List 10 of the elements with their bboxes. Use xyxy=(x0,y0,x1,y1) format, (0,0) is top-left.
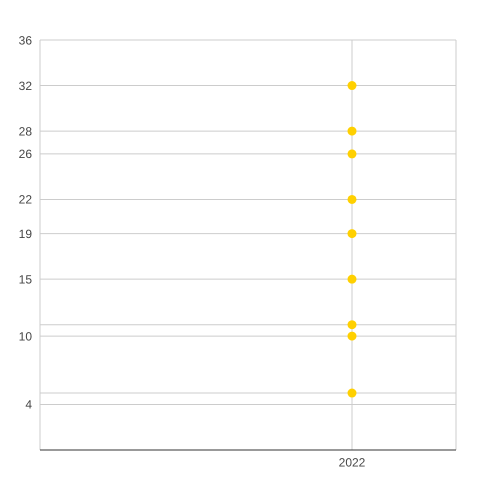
y-tick-label: 4 xyxy=(25,398,32,412)
y-tick-label: 28 xyxy=(18,124,32,138)
y-tick-label: 36 xyxy=(18,33,32,48)
y-tick-label: 32 xyxy=(18,78,32,93)
y-tick-label: 19 xyxy=(18,226,32,241)
y-tick-label: 10 xyxy=(18,329,32,344)
y-tick-label: 26 xyxy=(18,147,32,162)
y-tick-label: 15 xyxy=(18,272,32,286)
y-tick-label: 22 xyxy=(18,192,32,207)
x-tick-label: 2022 xyxy=(338,456,366,470)
